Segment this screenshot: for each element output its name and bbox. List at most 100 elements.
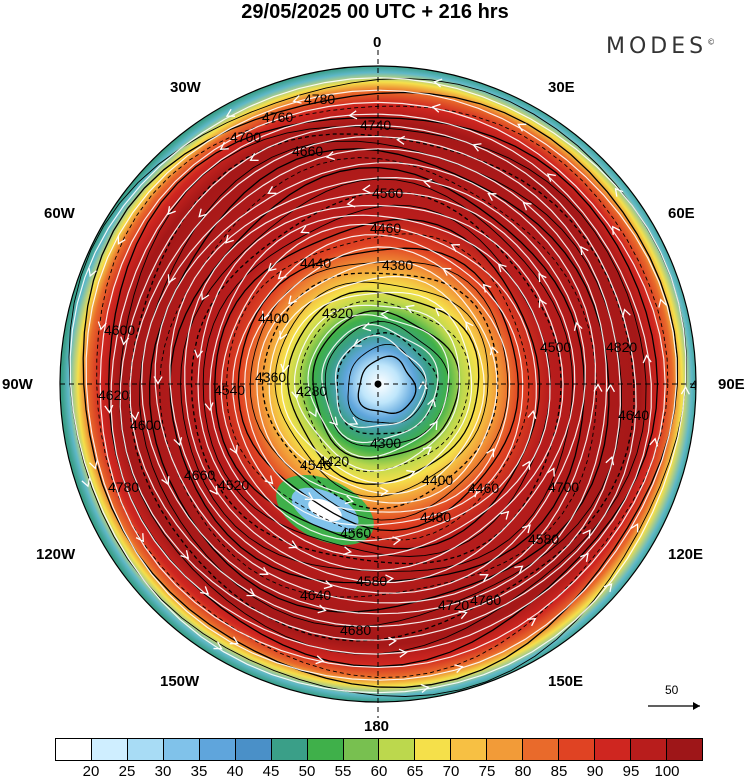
wind-arrow [180,550,190,560]
colorbar-tick-label: 80 [514,763,532,780]
wind-arrow [229,445,238,455]
wind-arrow [582,529,591,539]
wind-arrow [348,110,358,120]
height-contour [274,281,489,498]
wind-arrow [420,683,430,693]
contour-label: 4420 [318,453,349,469]
height-contour [237,247,519,532]
contour-label: 4660 [184,467,215,483]
colorbar-swatch [235,739,272,760]
wind-arrow [611,225,621,235]
wind-arrow [482,283,492,293]
wind-arrow [406,469,416,479]
wind-arrow [546,173,556,182]
wind-arrow [315,655,325,665]
colorbar-tick-label: 60 [370,763,388,780]
meridian-label-90e: 90E [718,376,745,393]
wind-arrow [573,321,583,331]
wind-arrow [288,295,297,305]
wind-arrow [514,565,524,574]
contour-label: 4740 [360,117,391,133]
wind-arrow [264,475,274,485]
contour-label: 4620 [98,387,129,403]
wind-arrow [380,486,389,497]
colorbar-tick-label: 45 [262,763,280,780]
colorbar-swatch [415,739,452,760]
wind-arrow [454,664,464,673]
wind-arrow [580,245,589,256]
wind-arrow [89,460,98,470]
wind-arrow [642,354,652,364]
wind-streamline [280,291,473,484]
colorbar-swatch [451,739,488,760]
wind-arrow [538,298,547,308]
contour-label: 4400 [258,310,289,326]
wind-arrow [622,308,631,318]
height-contour [202,204,551,557]
wind-arrow [201,291,210,301]
contour-label: 4700 [548,479,579,495]
wind-arrow [442,267,452,276]
contour-label: 4760 [262,109,293,125]
colorbar-tick-label: 100 [654,763,680,780]
height-contour [336,332,439,435]
colorbar-swatch [307,739,344,760]
wind-arrow [267,186,277,194]
colorbar-tick-label: 95 [622,763,640,780]
meridian-label-30e: 30E [548,79,575,96]
wind-arrow [392,536,402,546]
colorbar-tick-label: 85 [550,763,568,780]
north-pole-marker [374,380,382,388]
wind-arrow [204,402,214,412]
meridian-label-150e: 150E [548,673,584,690]
wind-arrow [472,143,482,152]
colorbar-tick-label: 75 [478,763,496,780]
wind-streamline [256,260,498,504]
wind-arrow [153,376,163,385]
contour-label: 4760 [470,592,501,608]
wind-arrow [489,346,499,356]
meridian-label-180: 180 [364,718,390,735]
colorbar-tick-label: 20 [82,763,100,780]
wind-arrow [261,310,270,320]
wind-arrow [522,201,532,211]
colorbar-swatch [487,739,524,760]
brand-logo: MODES© [606,34,716,59]
wind-arrow [213,641,223,650]
wind-arrow [522,524,531,534]
wind-arrow [538,272,547,283]
wind-streamline [334,335,427,429]
height-contour [261,272,499,510]
wind-arrow [433,78,443,88]
wind-arrow [97,321,107,331]
contour-label: 4520 [218,477,249,493]
wind-arrow [388,636,398,646]
wind-arrow [605,383,616,393]
contour-label: 4560 [372,185,403,201]
wind-arrow [479,574,489,582]
wind-arrow [267,262,277,272]
wind-arrow [465,321,474,331]
wind-arrow [434,307,445,317]
wind-arrow [135,533,145,543]
wind-arrow [486,448,495,458]
wind-arrow [104,404,114,414]
wind-arrow [300,225,310,234]
wind-arrow [279,330,288,340]
contour-label: 4400 [422,472,453,488]
wind-arrow [225,234,234,244]
height-contour [190,190,562,565]
contour-label: 4580 [528,531,559,547]
meridian-label-90w: 90W [2,376,33,393]
wind-arrow [288,540,298,549]
colorbar-swatch [163,739,200,760]
meridian-label-150w: 150W [160,673,200,690]
colorbar-swatch [343,739,380,760]
contour-label: 4640 [618,407,649,423]
wind-arrow [603,583,613,593]
colorbar-swatch [595,739,631,760]
colorbar-tick-label: 65 [406,763,424,780]
colorbar-tick-label: 30 [154,763,172,780]
wind-arrow [522,460,531,470]
wind-arrow [605,456,615,466]
